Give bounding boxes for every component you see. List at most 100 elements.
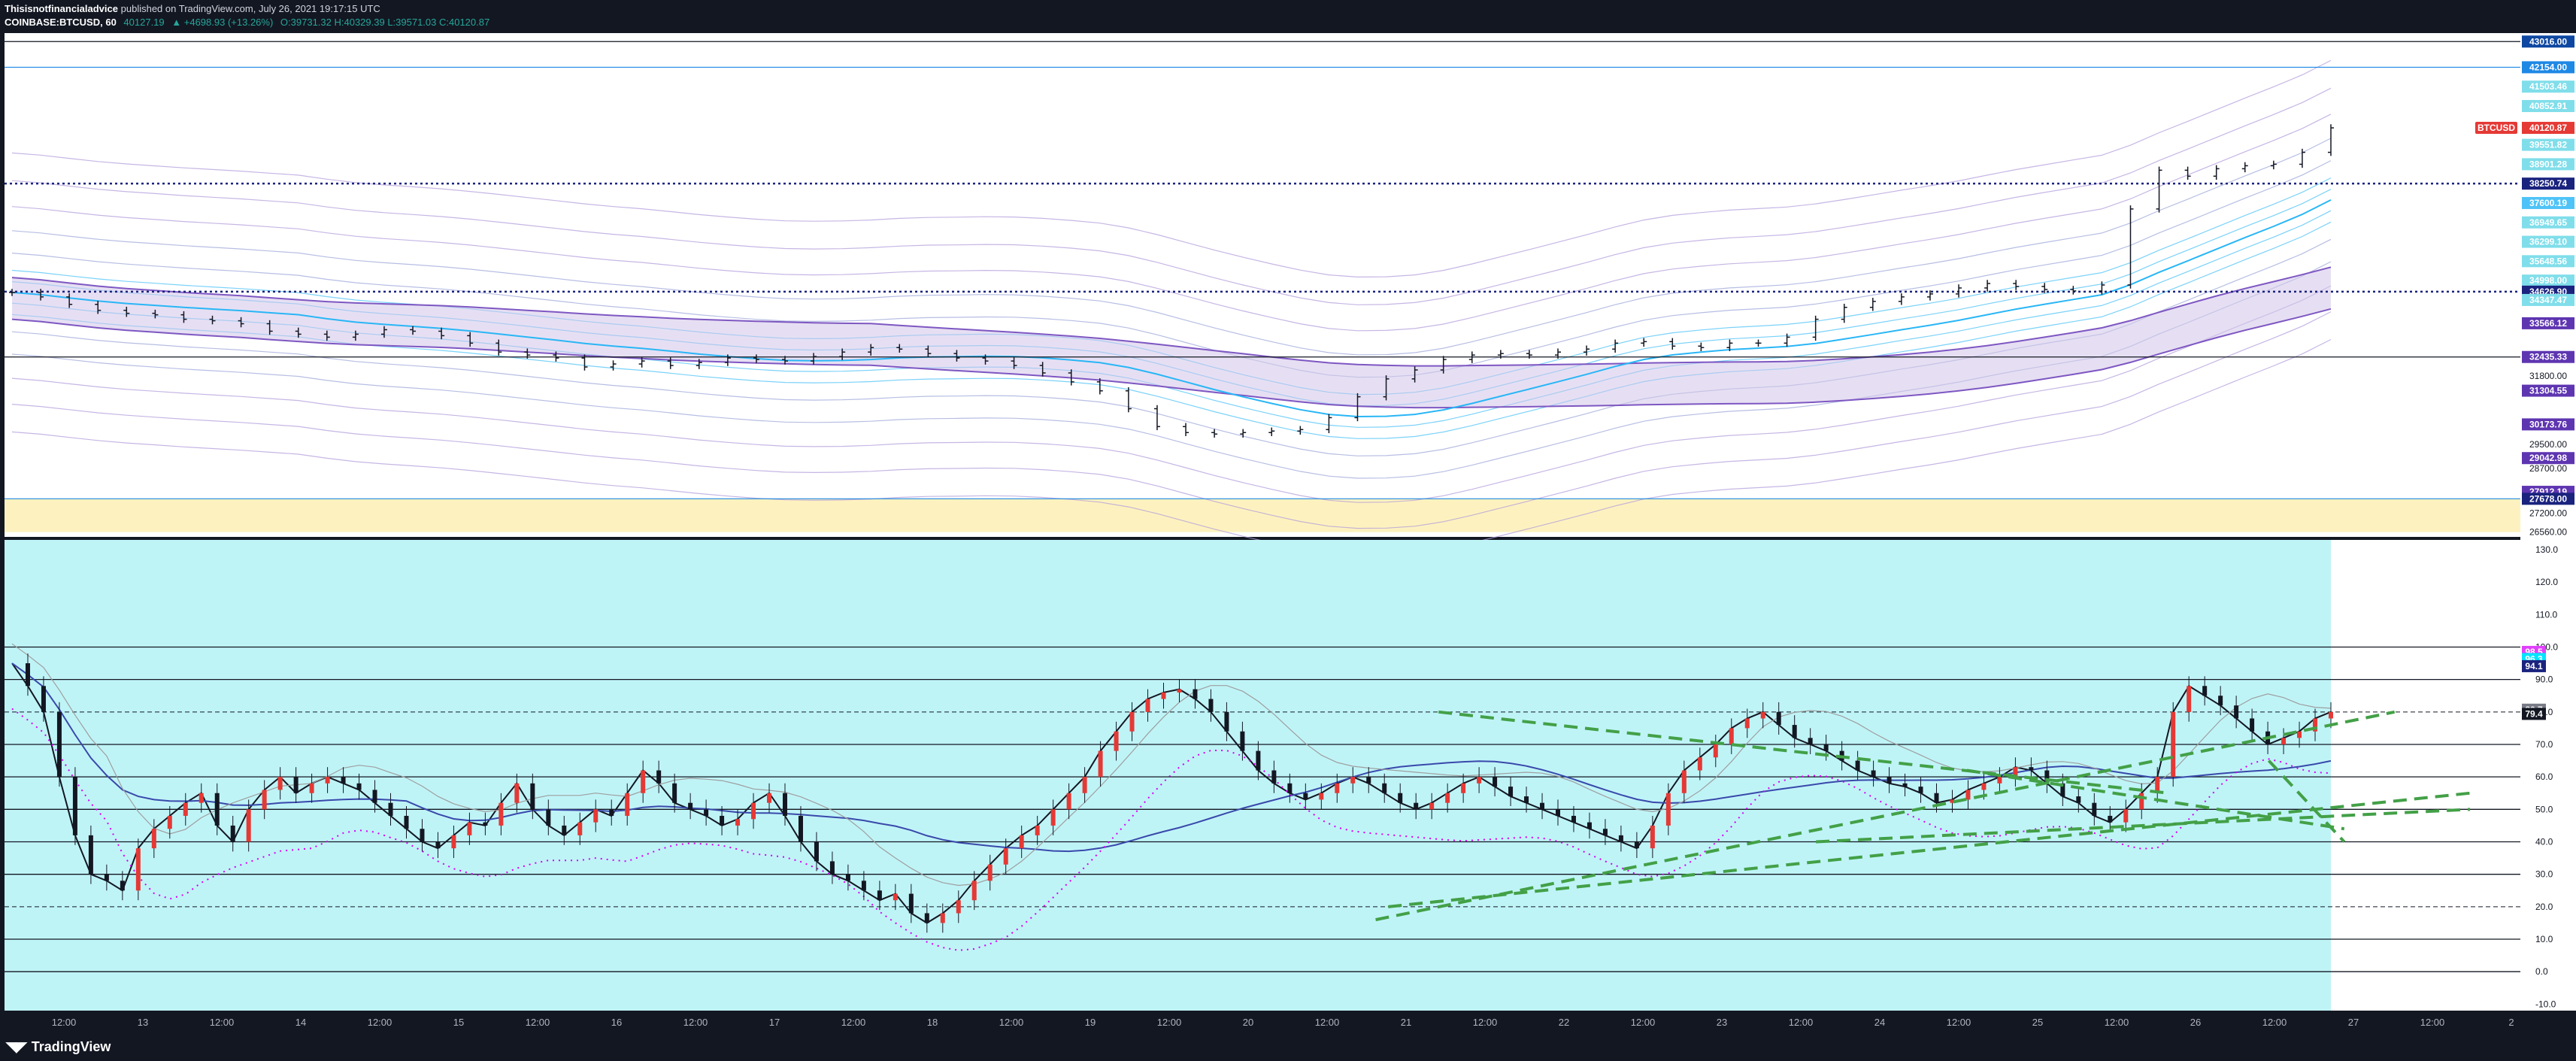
osc-candle-body	[1902, 783, 1908, 787]
osc-candle-body	[845, 874, 850, 881]
footer-bar: ◥◤ TradingView	[0, 1035, 2576, 1061]
price-axis[interactable]: 43016.00 42154.00 41503.46 40852.91 40120.87…	[2520, 33, 2576, 1011]
osc-candle-body	[1240, 731, 1245, 751]
osc-candle-body	[2123, 809, 2129, 823]
osc-candle-body	[1571, 815, 1576, 823]
osc-candle-body	[214, 793, 220, 826]
osc-candle-body	[1556, 809, 1560, 816]
time-axis-label: 12:00	[52, 1017, 77, 1028]
osc-candle-body	[704, 809, 709, 816]
ohlc-values: O:39731.32 H:40329.39 L:39571.03 C:40120…	[280, 17, 490, 28]
osc-candle-body	[688, 802, 693, 810]
osc-candle-body	[2281, 738, 2287, 744]
osc-candle-body	[1429, 802, 1435, 810]
osc-candle-body	[420, 829, 425, 842]
osc-candle-body	[88, 835, 93, 875]
osc-candle-body	[499, 802, 504, 826]
symbol-name[interactable]: COINBASE:BTCUSD, 60	[5, 17, 117, 28]
osc-candle-body	[325, 777, 330, 784]
osc-candle-body	[246, 809, 251, 842]
osc-candle-body	[2092, 802, 2097, 816]
oscillator-line	[11, 662, 2332, 924]
price-badge	[2522, 177, 2574, 190]
time-axis-label: 12:00	[683, 1017, 708, 1028]
osc-candle-body	[1193, 689, 1198, 699]
axis-bg	[2520, 33, 2576, 1011]
osc-candle-body	[2313, 718, 2318, 732]
price-badge	[2522, 100, 2574, 113]
trendline	[1966, 768, 2345, 831]
osc-axis-label: 50.0	[2535, 804, 2553, 814]
osc-axis-label: 70.0	[2535, 739, 2553, 750]
oscillator-pane[interactable]	[5, 540, 2520, 1011]
osc-candle-body	[908, 893, 914, 914]
envelope-line	[11, 114, 2332, 332]
osc-candle-body	[2297, 731, 2302, 738]
price-axis-label: 35648.56	[2529, 256, 2567, 266]
price-axis-label: 38250.74	[2529, 178, 2567, 189]
osc-candle-body	[2329, 711, 2333, 719]
osc-candle-body	[720, 815, 725, 826]
envelope-line	[11, 338, 2332, 557]
price-badge	[2522, 158, 2574, 171]
osc-axis-label: -10.0	[2535, 999, 2556, 1009]
trendline	[1438, 710, 2168, 795]
trendline	[2267, 759, 2346, 843]
osc-candle-body	[341, 777, 346, 784]
osc-candle-body	[1934, 793, 1939, 803]
osc-candle-body	[230, 825, 235, 842]
osc-candle-body	[767, 793, 772, 803]
osc-candle-body	[1729, 728, 1734, 744]
envelope-line	[11, 59, 2332, 278]
osc-candle-body	[1256, 750, 1261, 771]
price-axis-label: 41503.46	[2529, 81, 2567, 92]
author-name[interactable]: Thisisnotfinancialadvice	[5, 3, 118, 14]
osc-candle-body	[1035, 825, 1040, 835]
osc-axis-label: 90.0	[2535, 674, 2553, 685]
tradingview-logo[interactable]: ◥◤ TradingView	[6, 1039, 111, 1055]
time-axis-label: 15	[453, 1017, 464, 1028]
osc-candle-body	[1887, 777, 1892, 784]
osc-candle-body	[514, 783, 520, 803]
osc-candle-body	[1445, 793, 1450, 803]
price-badge	[2522, 235, 2574, 248]
time-axis[interactable]: 12:00 13 12:00 14 12:00 15 12:00 16 12:00 17 12:00…	[0, 1012, 2576, 1035]
price-axis-label: 39551.82	[2529, 140, 2567, 150]
oscillator-axis[interactable]: 130.0120.0110.0100.090.080.070.060.050.0…	[2522, 544, 2558, 1009]
osc-candle-body	[1335, 783, 1340, 793]
osc-candle-body	[2218, 696, 2223, 706]
osc-candle-body	[672, 783, 677, 803]
osc-candle-body	[1477, 777, 1482, 784]
time-axis-label: 12:00	[210, 1017, 235, 1028]
time-axis-label: 21	[1401, 1017, 1411, 1028]
price-axis-label: 38901.28	[2529, 159, 2567, 169]
osc-candle-body	[1066, 793, 1071, 810]
osc-candle-body	[861, 881, 866, 891]
price-badge	[2522, 384, 2574, 397]
osc-candle-body	[1208, 699, 1214, 712]
osc-candle-body	[467, 822, 472, 835]
osc-candle-body	[1665, 793, 1671, 826]
price-axis-label: 42154.00	[2529, 62, 2567, 72]
osc-candle-body	[530, 783, 535, 810]
osc-candle-body	[751, 802, 756, 820]
osc-candle-body	[1950, 799, 1955, 803]
osc-axis-label: 10.0	[2535, 934, 2553, 944]
osc-candle-body	[577, 822, 583, 835]
price-axis-label: 27200.00	[2529, 508, 2567, 518]
osc-candle-body	[2202, 686, 2208, 696]
price-badge	[2522, 274, 2574, 287]
osc-candle-body	[388, 802, 393, 816]
osc-candle-body	[151, 829, 156, 849]
osc-candle-body	[356, 783, 362, 790]
osc-candle-body	[1114, 731, 1119, 751]
osc-candle-body	[971, 881, 977, 901]
price-axis-label: 34347.47	[2529, 295, 2567, 305]
price-axis-label: 29042.98	[2529, 453, 2567, 463]
time-axis-label: 12:00	[368, 1017, 392, 1028]
price-axis-label: 36949.65	[2529, 217, 2567, 228]
osc-candle-body	[1129, 711, 1135, 732]
envelope-line	[11, 221, 2332, 439]
osc-axis-label: 30.0	[2535, 869, 2553, 880]
